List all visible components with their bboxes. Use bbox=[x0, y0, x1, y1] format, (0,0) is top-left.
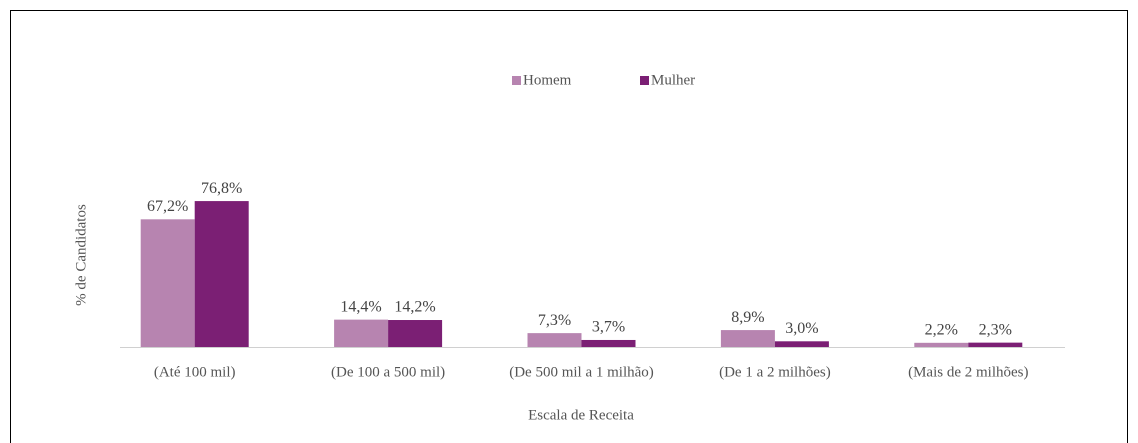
x-tick-label: (De 500 mil a 1 milhão) bbox=[509, 364, 654, 380]
x-tick-label: (De 100 a 500 mil) bbox=[331, 364, 445, 380]
value-label: 76,8% bbox=[201, 180, 242, 197]
value-label: 3,7% bbox=[592, 319, 625, 336]
x-tick-label: (Mais de 2 milhões) bbox=[908, 364, 1028, 380]
value-label: 7,3% bbox=[538, 312, 571, 329]
bar bbox=[194, 201, 249, 347]
bar bbox=[140, 219, 195, 347]
value-label: 2,2% bbox=[925, 321, 958, 338]
value-label: 67,2% bbox=[147, 198, 188, 215]
bar bbox=[527, 333, 582, 347]
bar bbox=[334, 319, 389, 347]
bar bbox=[914, 342, 969, 347]
value-label: 2,3% bbox=[979, 321, 1012, 338]
legend-label: Homem bbox=[523, 72, 572, 88]
x-tick-label: (Até 100 mil) bbox=[154, 364, 236, 380]
x-axis-label: Escala de Receita bbox=[528, 407, 634, 423]
x-tick-label: (De 1 a 2 milhões) bbox=[719, 364, 831, 380]
bar bbox=[581, 339, 636, 347]
value-label: 3,0% bbox=[785, 320, 818, 337]
value-label: 14,4% bbox=[340, 298, 381, 315]
legend-swatch bbox=[640, 76, 649, 85]
frame bbox=[10, 10, 1128, 443]
value-label: 14,2% bbox=[394, 299, 435, 316]
legend-label: Mulher bbox=[651, 72, 695, 88]
bar bbox=[388, 320, 443, 347]
legend-swatch bbox=[512, 76, 521, 85]
bar bbox=[774, 341, 829, 347]
bar bbox=[968, 342, 1023, 347]
value-label: 8,9% bbox=[731, 309, 764, 326]
bar bbox=[720, 330, 775, 347]
y-axis-label: % de Candidatos bbox=[73, 204, 89, 306]
